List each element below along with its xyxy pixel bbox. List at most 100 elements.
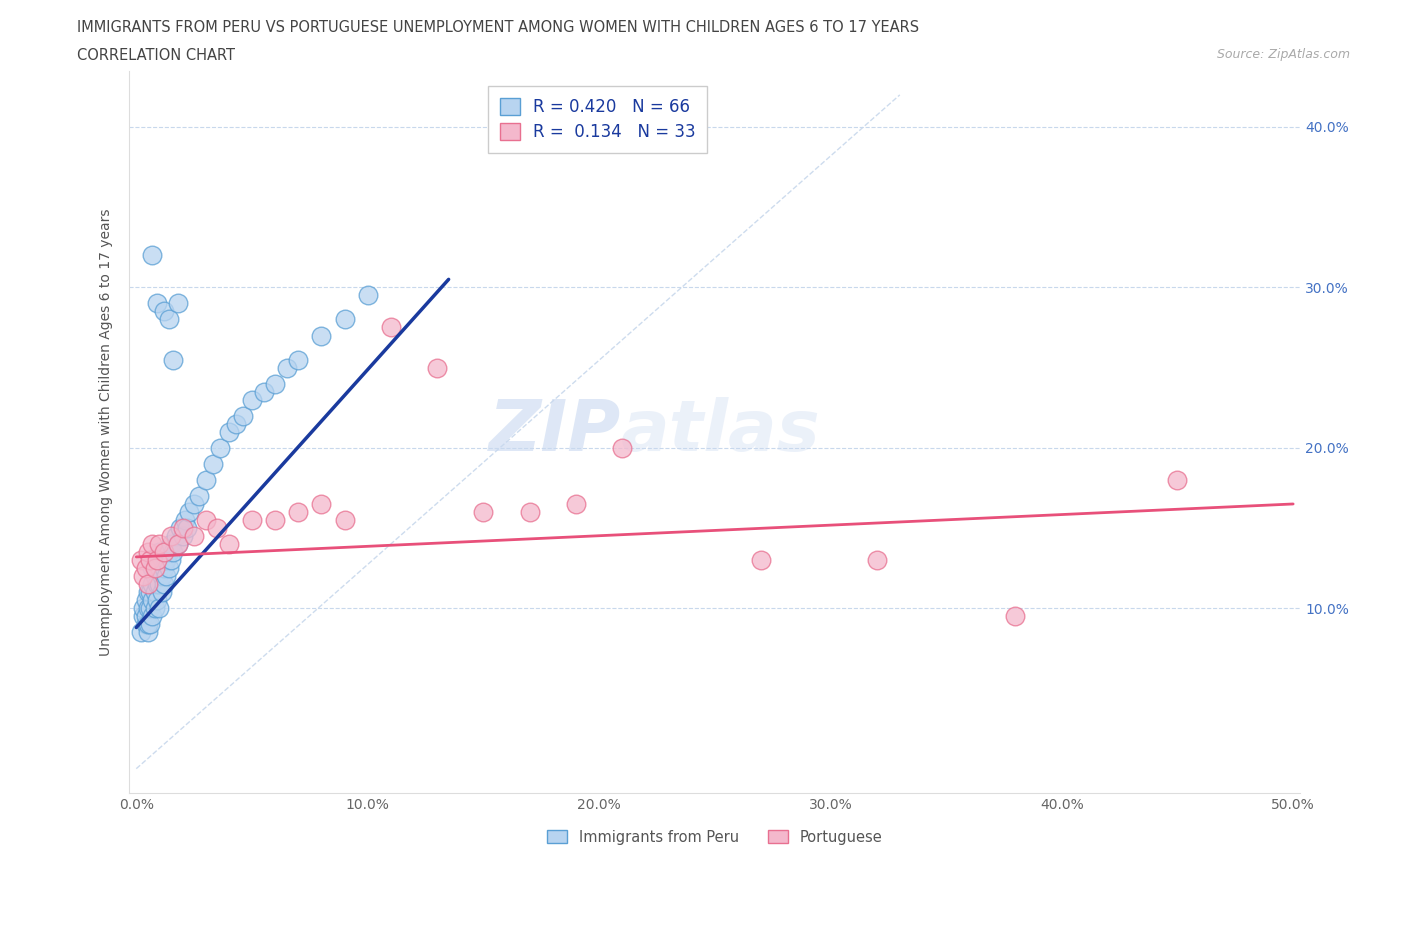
Text: Source: ZipAtlas.com: Source: ZipAtlas.com (1216, 48, 1350, 61)
Point (264, 377, 287, 392)
Point (135, 561, 157, 576)
Point (141, 248, 163, 263)
Point (165, 528, 187, 543)
Point (207, 521, 229, 536)
Point (139, 585, 162, 600)
Point (135, 609, 157, 624)
Point (218, 424, 240, 439)
Point (426, 360, 449, 375)
Point (276, 360, 298, 375)
Point (287, 352, 309, 367)
Point (201, 457, 224, 472)
Point (866, 552, 889, 567)
Point (143, 569, 166, 584)
Point (143, 601, 166, 616)
Point (150, 569, 173, 584)
Point (167, 537, 190, 551)
Point (176, 521, 198, 536)
Text: IMMIGRANTS FROM PERU VS PORTUGUESE UNEMPLOYMENT AMONG WOMEN WITH CHILDREN AGES 6: IMMIGRANTS FROM PERU VS PORTUGUESE UNEMP… (77, 20, 920, 35)
Point (155, 569, 177, 584)
Point (162, 545, 184, 560)
Point (173, 512, 195, 527)
Point (333, 312, 356, 327)
Point (172, 521, 194, 536)
Point (153, 561, 176, 576)
Point (183, 528, 205, 543)
Point (187, 488, 209, 503)
Point (148, 577, 170, 591)
Point (311, 497, 333, 512)
Point (129, 552, 152, 567)
Point (141, 592, 163, 607)
Point (208, 441, 231, 456)
Point (157, 312, 180, 327)
Point (136, 625, 159, 640)
Point (183, 497, 205, 512)
Point (472, 505, 495, 520)
Point (287, 505, 309, 520)
Point (1004, 609, 1026, 624)
Point (150, 585, 173, 600)
Point (143, 585, 166, 600)
Point (1166, 472, 1188, 487)
Point (153, 545, 176, 560)
Point (172, 528, 194, 543)
Point (157, 561, 180, 576)
Point (565, 497, 588, 512)
Point (153, 304, 176, 319)
Legend: Immigrants from Peru, Portuguese: Immigrants from Peru, Portuguese (541, 824, 889, 850)
Point (146, 552, 169, 567)
Point (167, 537, 190, 551)
Y-axis label: Unemployment Among Women with Children Ages 6 to 17 years: Unemployment Among Women with Children A… (100, 208, 114, 656)
Point (139, 617, 162, 631)
Point (148, 545, 170, 560)
Point (194, 512, 217, 527)
Point (139, 552, 162, 567)
Point (333, 512, 356, 527)
Point (136, 617, 159, 631)
Point (169, 521, 191, 536)
Point (252, 384, 274, 399)
Point (148, 561, 170, 576)
Point (135, 617, 157, 631)
Point (139, 601, 162, 616)
Point (135, 592, 157, 607)
Point (141, 577, 163, 591)
Text: atlas: atlas (621, 397, 821, 466)
Point (612, 441, 634, 456)
Point (155, 552, 177, 567)
Point (225, 417, 247, 432)
Point (136, 577, 159, 591)
Point (311, 328, 333, 343)
Point (141, 561, 163, 576)
Point (160, 528, 183, 543)
Point (132, 609, 155, 624)
Point (240, 392, 263, 407)
Point (146, 577, 169, 591)
Point (141, 537, 163, 551)
Text: ZIP: ZIP (489, 397, 621, 466)
Point (146, 592, 169, 607)
Point (218, 537, 240, 551)
Point (160, 552, 183, 567)
Point (356, 288, 378, 303)
Text: CORRELATION CHART: CORRELATION CHART (77, 48, 235, 63)
Point (136, 545, 159, 560)
Point (132, 569, 155, 584)
Point (160, 537, 183, 551)
Point (194, 472, 217, 487)
Point (264, 512, 287, 527)
Point (136, 601, 159, 616)
Point (132, 601, 155, 616)
Point (136, 585, 159, 600)
Point (146, 296, 169, 311)
Point (157, 545, 180, 560)
Point (148, 601, 170, 616)
Point (749, 552, 772, 567)
Point (179, 505, 201, 520)
Point (519, 505, 541, 520)
Point (153, 577, 176, 591)
Point (380, 320, 402, 335)
Point (240, 512, 263, 527)
Point (129, 625, 152, 640)
